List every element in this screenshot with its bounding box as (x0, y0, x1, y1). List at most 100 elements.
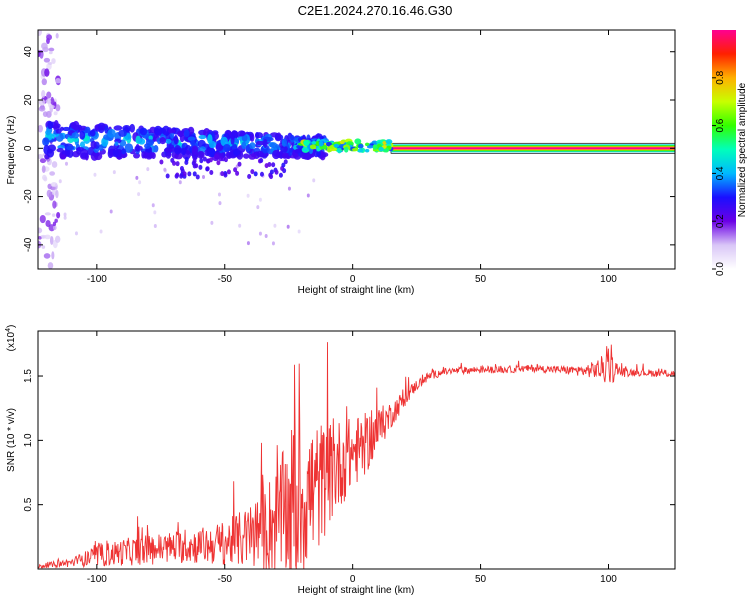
spectrogram-band-blob (274, 133, 282, 142)
spectrogram-band-blob (53, 119, 59, 129)
spectrogram-band-blob (220, 171, 225, 177)
spectrogram-noise-blob (55, 78, 62, 84)
spectrogram-band-blob (247, 174, 252, 180)
snr-series-line (38, 342, 675, 569)
snr-x-tick-label: -100 (87, 574, 107, 585)
spectrogram-noise-blob (264, 233, 268, 238)
spectrogram-band-blob (67, 148, 74, 158)
spectrogram-noise-blob (51, 58, 56, 64)
spectrogram-band-blob (71, 132, 80, 139)
spectrogram-noise-blob (258, 231, 262, 236)
spectrogram-carrier-band (391, 147, 675, 150)
spectrogram-band-blob (223, 172, 228, 178)
spectrogram-band-blob (61, 154, 66, 160)
spectrogram-noise-blob (286, 224, 290, 229)
spectrogram-band-blob (202, 156, 207, 162)
spectrogram-band-blob (174, 173, 179, 179)
spectrogram-noise-blob (47, 61, 53, 66)
spectrogram-transition-blob (372, 144, 378, 150)
spectrogram-band-blob (249, 142, 256, 150)
spectrogram-noise-blob (49, 171, 56, 176)
spectrogram-band-blob (170, 131, 175, 139)
spectrogram-noise-blob (55, 189, 59, 199)
spectrogram-noise-blob (48, 224, 56, 232)
spectrogram-noise-blob (39, 214, 46, 224)
spectrogram-band-blob (107, 128, 116, 139)
spectrogram-transition-blob (316, 147, 321, 152)
spectrogram-band-blob (47, 121, 54, 130)
spectrogram-noise-blob (41, 78, 47, 86)
spectrogram-x-tick-label: 0 (350, 274, 356, 285)
spectrogram-band-blob (241, 141, 247, 150)
spectrogram-band-blob (274, 169, 279, 175)
colorbar-label: Normalized spectral amplitude (737, 82, 748, 217)
spectrogram-band-blob (269, 174, 274, 180)
spectrogram-band-blob (192, 163, 197, 169)
spectrogram-band-blob (162, 125, 170, 136)
spectrogram-band-blob (204, 149, 211, 157)
colorbar-tick-label: 0.0 (715, 262, 726, 276)
spectrogram-noise-blob (45, 219, 51, 228)
spectrogram-noise-blob (48, 47, 55, 52)
spectrogram-band-blob (192, 158, 197, 164)
spectrogram-noise-blob (43, 57, 51, 63)
spectrogram-transition-blob (366, 145, 374, 149)
spectrogram-band-blob (164, 147, 171, 153)
spectrogram-band-blob (182, 171, 187, 177)
spectrogram-band-blob (141, 151, 146, 159)
spectrogram-noise-blob (43, 253, 51, 259)
spectrogram-band-blob (175, 161, 180, 167)
spectrogram-noise-blob (38, 153, 44, 160)
spectrogram-noise-blob (42, 174, 47, 181)
spectrogram-band-blob (92, 152, 100, 157)
spectrogram-noise-blob (258, 197, 262, 202)
spectrogram-noise-blob (137, 192, 141, 197)
spectrogram-noise-blob (271, 241, 275, 246)
spectrogram-noise-blob (163, 167, 167, 172)
spectrogram-noise-blob (50, 182, 58, 187)
spectrogram-band-blob (209, 148, 216, 158)
spectrogram-band-blob (269, 142, 278, 149)
spectrogram-band-blob (209, 169, 214, 175)
spectrogram-band-blob (223, 157, 228, 163)
spectrogram-noise-blob (63, 212, 67, 217)
spectrogram-band-blob (226, 169, 231, 175)
snr-x-ticks: -100 -50 0 50 100 (87, 331, 617, 585)
spectrogram-band-blob (281, 162, 286, 168)
spectrogram-band-blob (183, 129, 190, 138)
spectrogram-band-blob (271, 162, 276, 168)
spectrogram-band-blob (79, 130, 86, 140)
spectrogram-x-tick-label: -50 (218, 274, 233, 285)
spectrogram-noise-blob (44, 68, 50, 77)
spectrogram-noise-blob (55, 104, 61, 112)
snr-x-tick-label: -50 (218, 574, 233, 585)
spectrogram-transition-blob (311, 141, 317, 145)
spectrogram-noise-blob (41, 90, 46, 98)
spectrogram-band-blob (159, 159, 164, 165)
spectrogram-noise-blob (46, 34, 53, 41)
spectrogram-band-blob (153, 125, 163, 136)
spectrogram-band-blob (198, 164, 203, 170)
snr-x-tick-label: 50 (475, 574, 487, 585)
spectrogram-transition-blob (329, 144, 335, 149)
spectrogram-transition-blob (303, 140, 310, 147)
spectrogram-noise-blob (210, 220, 214, 225)
spectrogram-noise-blob (58, 179, 62, 184)
spectrogram-band-blob (253, 171, 258, 177)
spectrogram-band-blob (187, 171, 192, 177)
spectrogram-band-blob (259, 171, 264, 177)
spectrogram-band-blob (173, 134, 178, 145)
spectrogram-band-blob (42, 137, 50, 146)
spectrogram-transition-blob (357, 148, 364, 153)
spectrogram-band-blob (235, 170, 240, 176)
spectrogram-noise-blob (44, 212, 51, 216)
colorbar-tick-label: 0.8 (715, 70, 726, 84)
spectrogram-band-blob (184, 156, 189, 162)
spectrogram-y-tick-label: 40 (23, 46, 34, 58)
spectrogram-y-tick-label: -40 (23, 237, 34, 252)
spectrogram-band-blob (262, 138, 268, 149)
spectrogram-noise-blob (46, 91, 52, 99)
spectrogram-band-blob (45, 129, 51, 136)
spectrogram-band-blob (290, 134, 295, 141)
spectrogram-noise-blob (38, 50, 41, 57)
